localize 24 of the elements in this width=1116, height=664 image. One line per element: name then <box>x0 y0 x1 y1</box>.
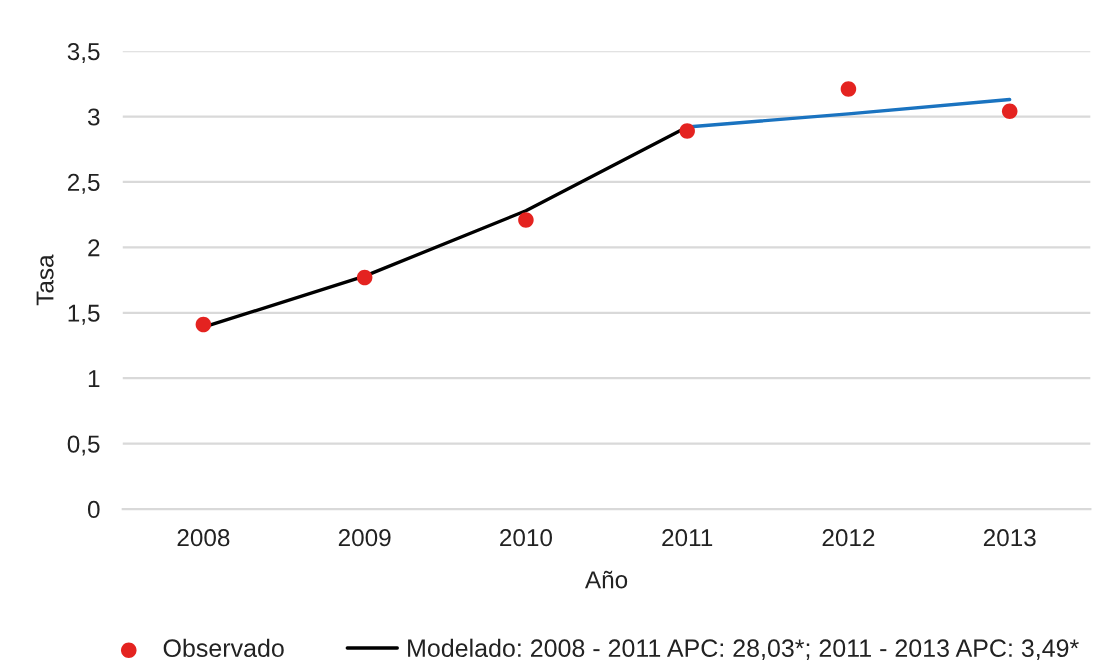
point <box>679 123 695 139</box>
x-tick-label: 2008 <box>177 529 230 547</box>
y-tick-label: 0 <box>87 500 100 519</box>
point <box>1001 103 1018 120</box>
y-tick-label: 1 <box>88 370 100 387</box>
x-axis-title: Año <box>584 570 628 589</box>
y-axis-title: Tasa <box>36 254 54 306</box>
legend-label: Observado <box>163 638 284 658</box>
legend-label: Modelado: 2008 - 2011 APC: 28,03*; 2011 - 2013 APC: 3,49* <box>408 638 1079 660</box>
point <box>518 212 534 228</box>
y-tick-label: 3,5 <box>67 42 100 64</box>
y-tick-label: 2,5 <box>67 173 100 194</box>
x-tick-label: 2011 <box>662 529 713 547</box>
x-tick-label: 2013 <box>983 529 1036 547</box>
y-tick-label: 0,5 <box>67 435 100 456</box>
point <box>195 316 212 333</box>
y-tick-label: 3 <box>87 108 100 126</box>
x-tick-label: 2009 <box>338 529 391 547</box>
y-tick-label: 1,5 <box>68 304 100 325</box>
y-tick-label: 2 <box>88 239 100 257</box>
point <box>356 269 373 286</box>
x-tick-label: 2010 <box>500 529 552 547</box>
point <box>840 81 857 97</box>
x-tick-label: 2012 <box>822 529 875 547</box>
